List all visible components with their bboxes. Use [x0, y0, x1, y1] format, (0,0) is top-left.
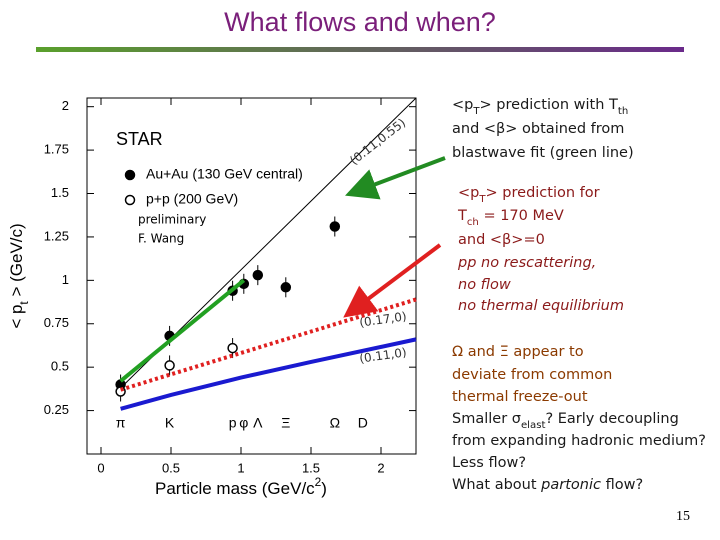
note-line: blastwave fit (green line) [452, 145, 634, 161]
particle-label: π [116, 415, 126, 431]
point [227, 342, 238, 354]
y-tick-label: 1.5 [51, 185, 69, 200]
arrow [343, 243, 442, 318]
page-number: 15 [676, 509, 690, 524]
text-run: = 170 MeV [479, 208, 564, 224]
note-line: Tch = 170 MeV [457, 208, 564, 228]
particle-label: Ξ [281, 415, 290, 431]
note-line: no flow [458, 277, 511, 293]
x-tick-label: 1.5 [302, 460, 320, 475]
x-tick-label: 0.5 [162, 460, 180, 475]
note-line: What about partonic flow? [452, 477, 643, 493]
text-run: > prediction with T [480, 97, 618, 113]
text-run: Less flow? [452, 455, 526, 471]
text-run: pp no rescattering, [457, 255, 596, 271]
text-run: T [472, 106, 480, 117]
text-run: Smaller σ [452, 411, 521, 427]
text-run: no thermal equilibrium [458, 298, 624, 314]
text-run: <p [452, 97, 473, 113]
text-run: < p [7, 305, 26, 329]
title-rule [36, 47, 684, 52]
note-line: <pT> prediction for [458, 185, 600, 205]
point [164, 360, 175, 371]
x-tick-label: 1 [237, 460, 244, 475]
particle-label: p [229, 415, 237, 431]
x-tick-label: 2 [377, 460, 384, 475]
y-axis-title: < pt > (GeV/c) [7, 223, 31, 328]
text-run: no flow [458, 277, 511, 293]
x-axis-title: Particle mass (GeV/c2) [155, 475, 327, 498]
arrow [345, 156, 446, 200]
y-tick-label: 1.75 [44, 142, 69, 157]
text-run: > (GeV/c) [7, 223, 26, 301]
note: F. Wang [138, 232, 184, 246]
note-line: thermal freeze-out [452, 389, 588, 405]
y-tick-label: 0.5 [51, 359, 69, 374]
line-series [120, 337, 417, 411]
text-run: ch [467, 217, 479, 228]
note-line: and <β>=0 [458, 232, 545, 248]
slide-title: What flows and when? [224, 7, 496, 37]
line-label: (0.11,0) [358, 345, 407, 365]
text-run: thermal freeze-out [452, 389, 588, 405]
text-run: Particle mass (GeV/c [155, 479, 315, 498]
point [329, 221, 341, 232]
legend-marker [124, 194, 136, 206]
text-run: flow? [601, 477, 643, 493]
y-tick-label: 0.25 [44, 402, 69, 417]
note-line: deviate from common [452, 367, 612, 383]
x-tick-label: 0 [97, 460, 104, 475]
note-line: and <β> obtained from [452, 121, 624, 137]
plot-frame [86, 97, 417, 455]
note-line: Smaller σelast? Early decoupling [452, 411, 679, 431]
text-run: and <β>=0 [458, 232, 545, 248]
y-tick-label: 0.75 [44, 315, 69, 330]
text-run: T [457, 208, 467, 224]
text-run: elast [521, 420, 546, 431]
note-line: <pT> prediction with Tth [452, 97, 628, 117]
text-run: <p [458, 185, 479, 201]
particle-label: D [358, 415, 368, 431]
particle-label: K [165, 415, 175, 431]
text-run: deviate from common [452, 367, 612, 383]
text-run: blastwave fit (green line) [452, 145, 634, 161]
particle-label: φ [239, 415, 248, 431]
text-run: from expanding hadronic medium? [452, 433, 706, 449]
legend-label: Au+Au (130 GeV central) [146, 166, 303, 182]
text-run: and <β> obtained from [452, 121, 624, 137]
note-line: pp no rescattering, [457, 255, 596, 271]
legend-label: p+p (200 GeV) [146, 191, 238, 207]
text-run: ? Early decoupling [545, 411, 678, 427]
text-run: Ω and Ξ appear to [452, 344, 584, 360]
point [252, 269, 264, 281]
text-run: > prediction for [486, 185, 600, 201]
line-label: (0.17,0) [358, 309, 407, 329]
particle-label: Ω [330, 415, 340, 431]
note-line: no thermal equilibrium [458, 298, 624, 314]
experiment-label: STAR [116, 129, 163, 149]
text-run: partonic [540, 477, 601, 493]
text-run: ) [321, 479, 327, 498]
text-run: th [618, 106, 628, 117]
particle-label: Λ [253, 415, 263, 431]
note: preliminary [138, 213, 206, 227]
y-tick-label: 1 [62, 272, 69, 287]
text-run: What about [452, 477, 541, 493]
point [280, 282, 292, 293]
y-tick-label: 1.25 [44, 228, 69, 243]
note-line: Ω and Ξ appear to [452, 344, 584, 360]
note-line: from expanding hadronic medium? [452, 433, 706, 449]
note-line: Less flow? [452, 455, 526, 471]
text-run: 2 [315, 475, 322, 489]
line-series [119, 278, 246, 383]
legend-marker [124, 169, 136, 181]
text-run: t [17, 301, 31, 305]
text-run: T [478, 194, 486, 205]
y-tick-label: 2 [62, 98, 69, 113]
